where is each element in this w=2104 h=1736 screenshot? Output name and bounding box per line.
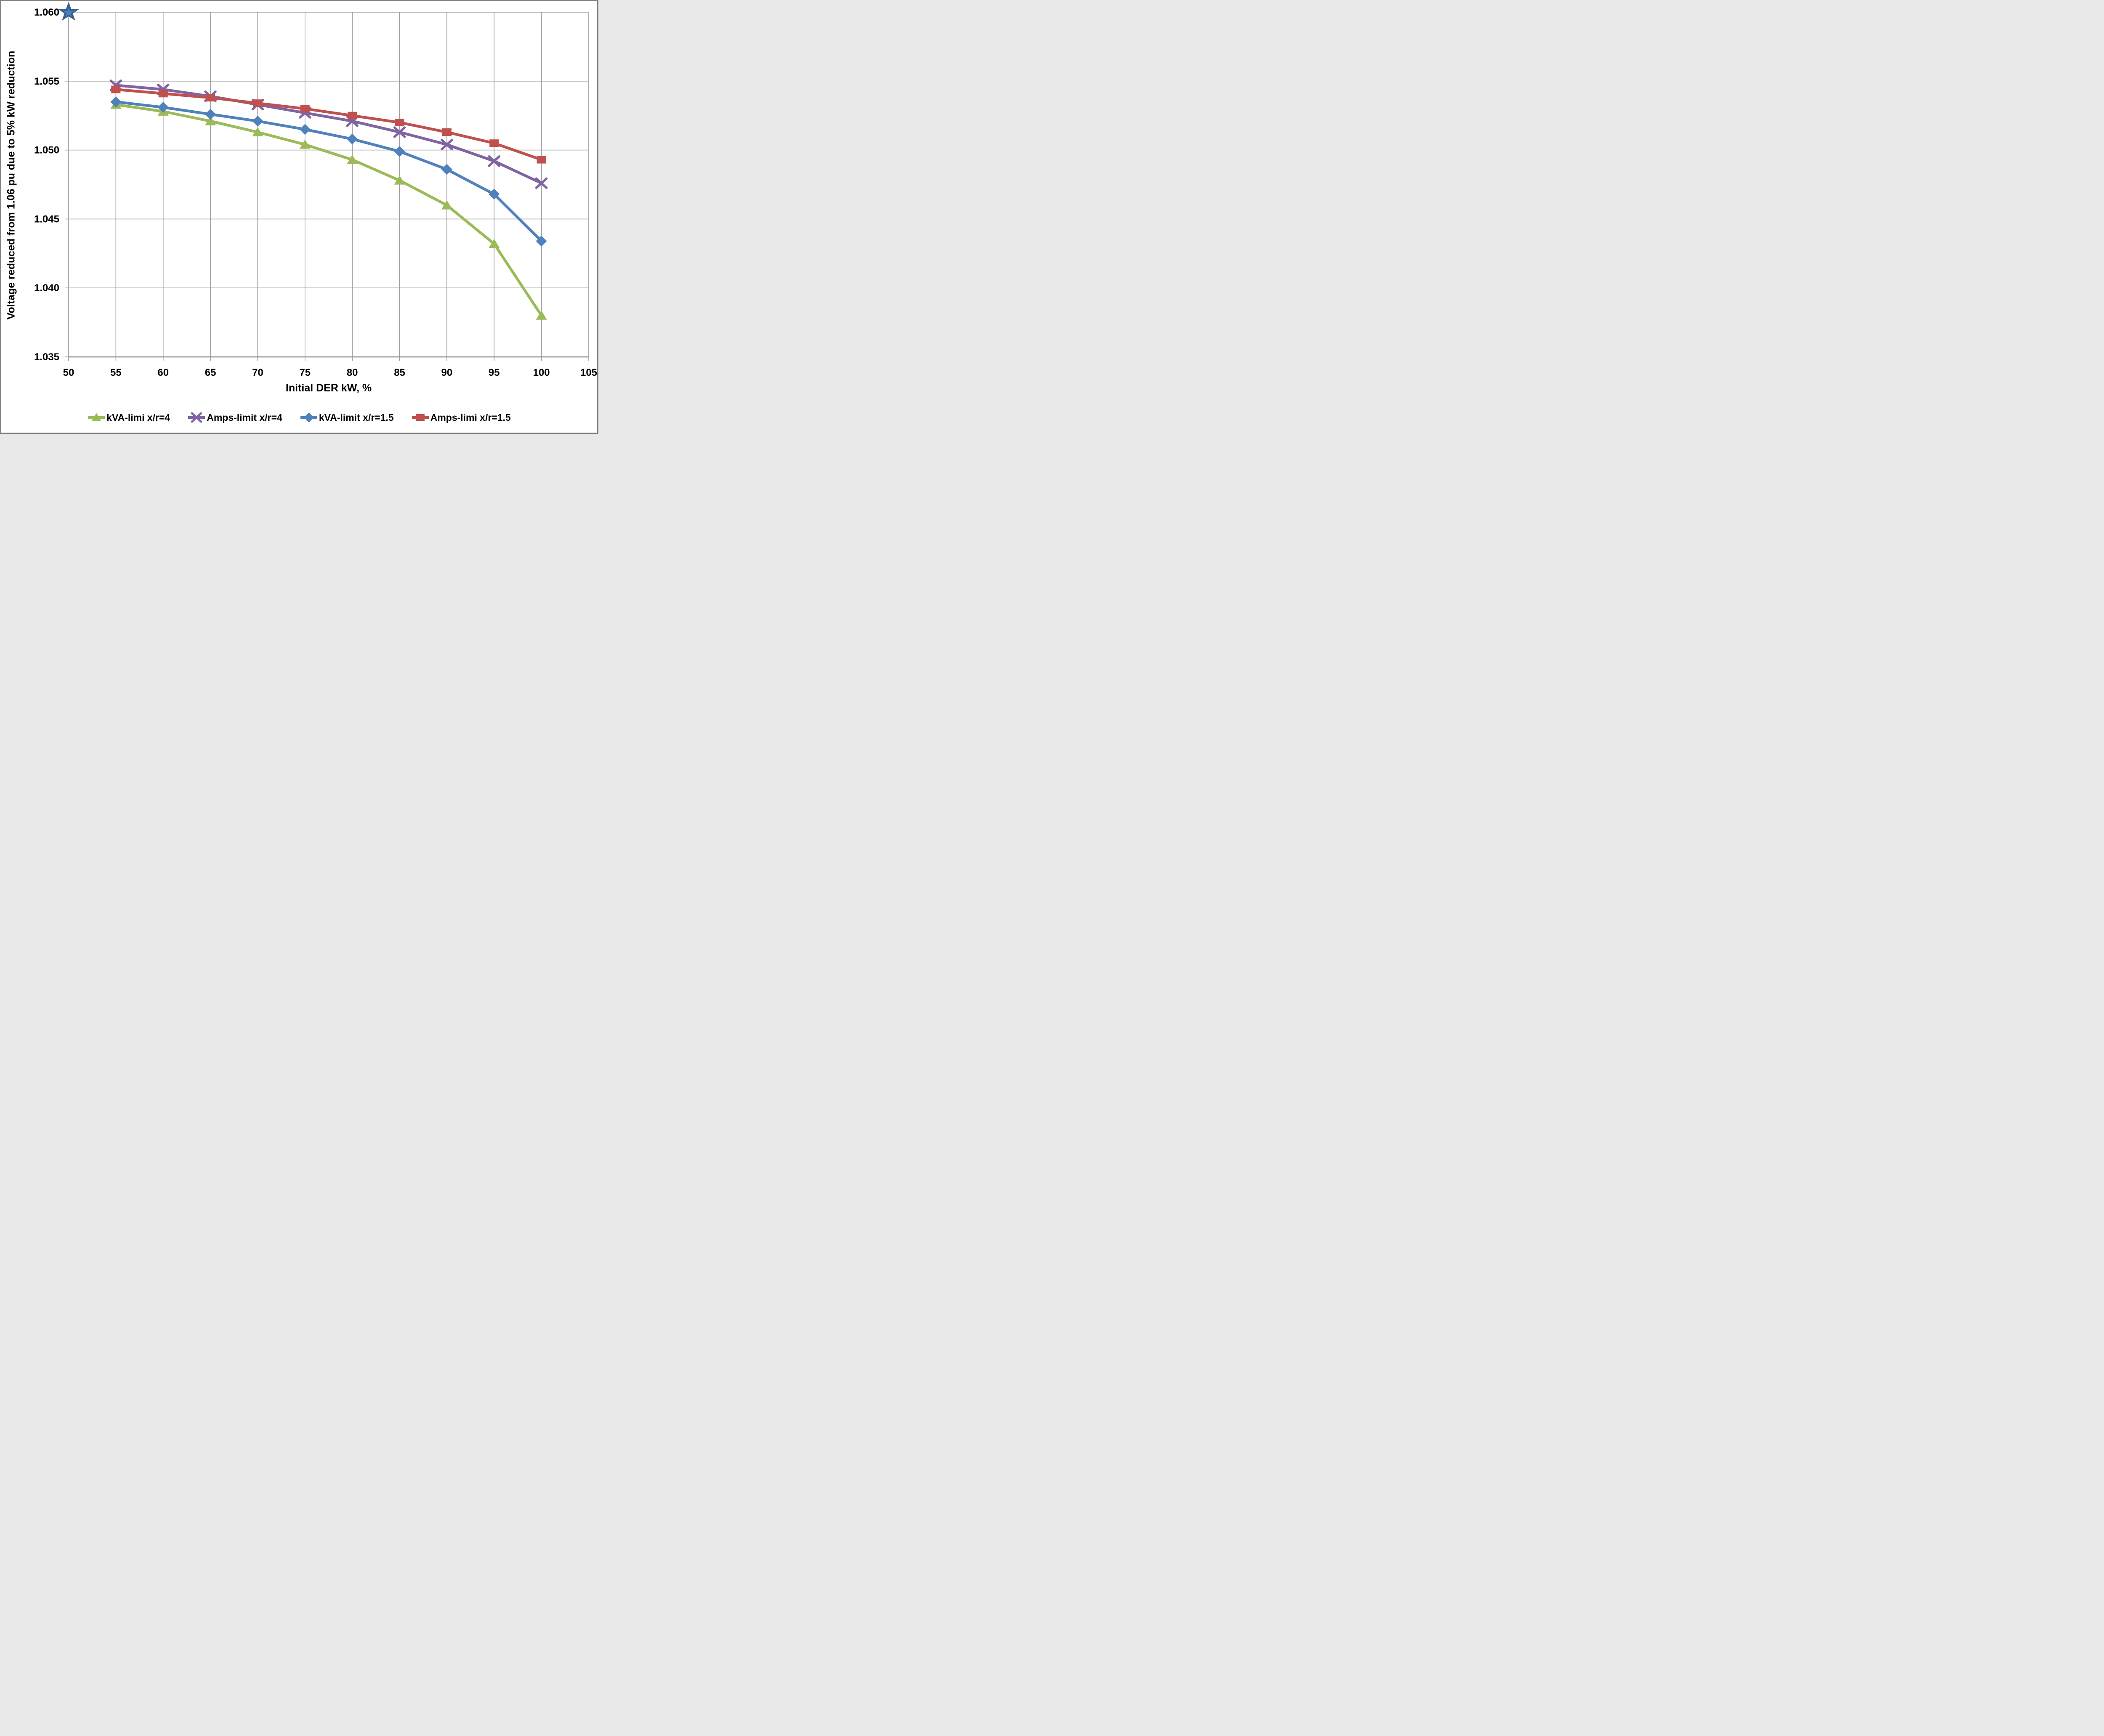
series-2-point-marker [347,133,358,145]
series-0-point-marker [299,139,311,149]
legend-square-icon [412,414,429,421]
legend-item-0: kVA-limi x/r=4 [88,412,170,423]
series-0-point-marker [205,116,216,125]
series-2-point-marker [394,146,405,157]
x-tick-label: 70 [252,367,263,378]
series-2-point-marker [299,124,311,135]
series-line-0 [114,103,543,317]
legend-label-2: kVA-limit x/r=1.5 [319,412,394,423]
series-3-point-marker [253,99,263,107]
x-tick-label: 85 [394,367,405,378]
series-line-3 [114,88,543,161]
x-tick-label: 50 [63,367,74,378]
x-tick-label: 90 [441,367,453,378]
series-line-2 [114,100,543,243]
series-3-point-marker [206,94,215,102]
legend: kVA-limi x/r=4 Amps-limit x/r=4 kVA-limit … [0,412,598,423]
y-axis-title: Voltage reduced from 1.06 pu due to 5% k… [5,51,17,320]
series-2-point-marker [252,115,263,127]
y-tick-label: 1.045 [34,213,59,225]
series-3-point-marker [442,128,452,136]
series-2-point-marker [110,96,122,107]
legend-item-2: kVA-limit x/r=1.5 [300,412,394,423]
series-0-point-marker [536,310,547,320]
legend-label-1: Amps-limit x/r=4 [207,412,282,423]
legend-diamond-icon [300,412,317,423]
x-tick-label: 100 [533,367,550,378]
series-3-point-marker [300,105,310,113]
legend-item-1: Amps-limit x/r=4 [188,412,282,423]
series-3-point-marker [158,90,168,98]
x-tick-label: 65 [205,367,216,378]
x-tick-label: 105 [580,367,597,378]
y-tick-label: 1.050 [34,145,59,156]
series-2-point-marker [536,235,547,247]
star-marker-inner [64,8,74,17]
y-tick-label: 1.040 [34,282,59,294]
x-tick-label: 60 [157,367,169,378]
chart-frame: 1.035 1.040 1.045 1.050 1.055 1.060 50 55 60 65 70… [0,0,598,434]
y-tick-label: 1.060 [34,7,59,18]
legend-label-3: Amps-limi x/r=1.5 [430,412,511,423]
series-3-point-marker [348,112,357,120]
series-0-point-marker [252,127,263,137]
chart-plot-area: 1.035 1.040 1.045 1.050 1.055 1.060 50 55 60 65 70… [34,2,597,378]
series-1-point-marker [441,138,453,151]
x-tick-label: 75 [299,367,311,378]
series-line-1 [114,84,543,185]
x-axis-title: Initial DER kW, % [285,382,372,394]
y-tick-label: 1.055 [34,76,59,87]
series-2-point-marker [205,109,216,120]
x-tick-label: 80 [347,367,358,378]
legend-x-icon [188,412,205,423]
series-3-point-marker [111,85,121,93]
legend-label-0: kVA-limi x/r=4 [106,412,170,423]
series-0-point-marker [347,154,358,164]
x-tick-label: 55 [110,367,122,378]
series-0-point-marker [441,200,452,210]
legend-triangle-icon [88,413,105,421]
series-0-point-marker [394,175,405,185]
series-0-point-marker [489,239,500,248]
series-1-point-marker [488,155,501,167]
series-1-point-marker [393,126,406,138]
series-2-point-marker [157,102,169,113]
series-2-point-marker [489,189,500,200]
y-tick-label: 1.035 [34,351,59,363]
x-tick-label: 95 [489,367,500,378]
series-1-point-marker [535,177,548,189]
legend-item-3: Amps-limi x/r=1.5 [412,412,511,423]
series-3-point-marker [395,119,404,127]
series-3-point-marker [537,156,546,164]
series-2-point-marker [441,164,452,175]
series-3-point-marker [489,139,499,147]
